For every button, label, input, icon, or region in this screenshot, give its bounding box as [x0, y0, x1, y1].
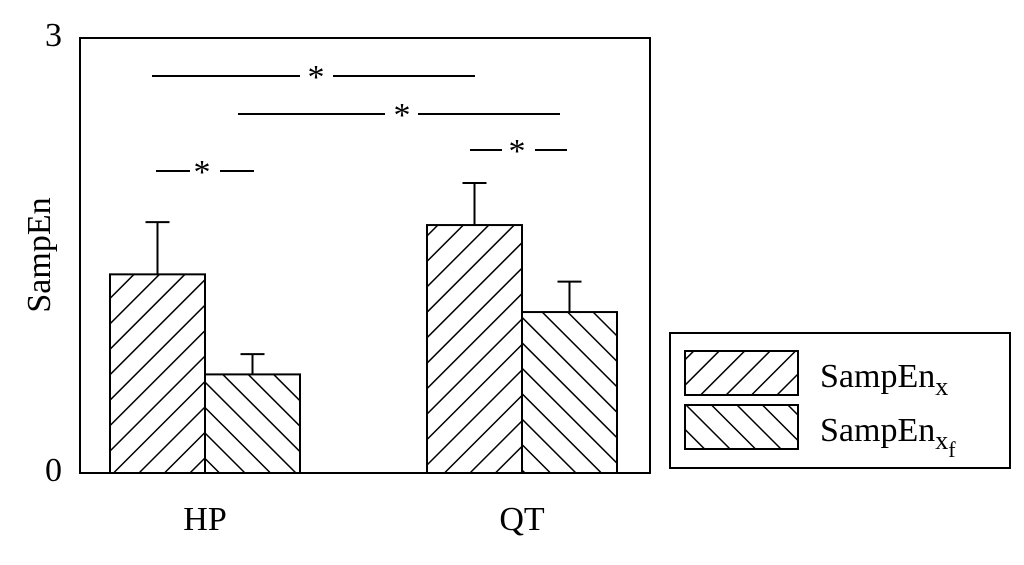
significance-star: *	[509, 133, 526, 170]
y-tick-label: 3	[45, 17, 62, 54]
legend-name: SampEn	[820, 358, 935, 395]
significance-star: *	[308, 59, 325, 96]
error-bar	[240, 353, 265, 375]
error-bar	[462, 182, 487, 226]
y-tick-label: 0	[45, 452, 62, 489]
legend-name: SampEn	[820, 412, 935, 449]
significance-star: *	[194, 154, 211, 191]
legend-subscript: x	[935, 426, 948, 455]
bar	[109, 273, 206, 474]
legend-label: SampEnxf	[820, 412, 956, 462]
plot-frame	[79, 37, 651, 474]
x-tick-label: QT	[499, 501, 545, 538]
error-bar	[145, 221, 170, 275]
legend-swatch	[684, 404, 799, 450]
bar	[426, 224, 523, 474]
significance-star: *	[394, 97, 411, 134]
legend-subscript: x	[935, 372, 948, 401]
bar	[204, 373, 301, 474]
bar	[521, 311, 618, 474]
x-tick-label: HP	[183, 501, 226, 538]
legend-swatch	[684, 350, 799, 396]
legend-label: SampEnx	[820, 358, 948, 401]
y-axis-label: SampEn	[21, 197, 58, 312]
error-bar	[557, 280, 582, 313]
legend-sub-subscript: f	[948, 437, 956, 462]
